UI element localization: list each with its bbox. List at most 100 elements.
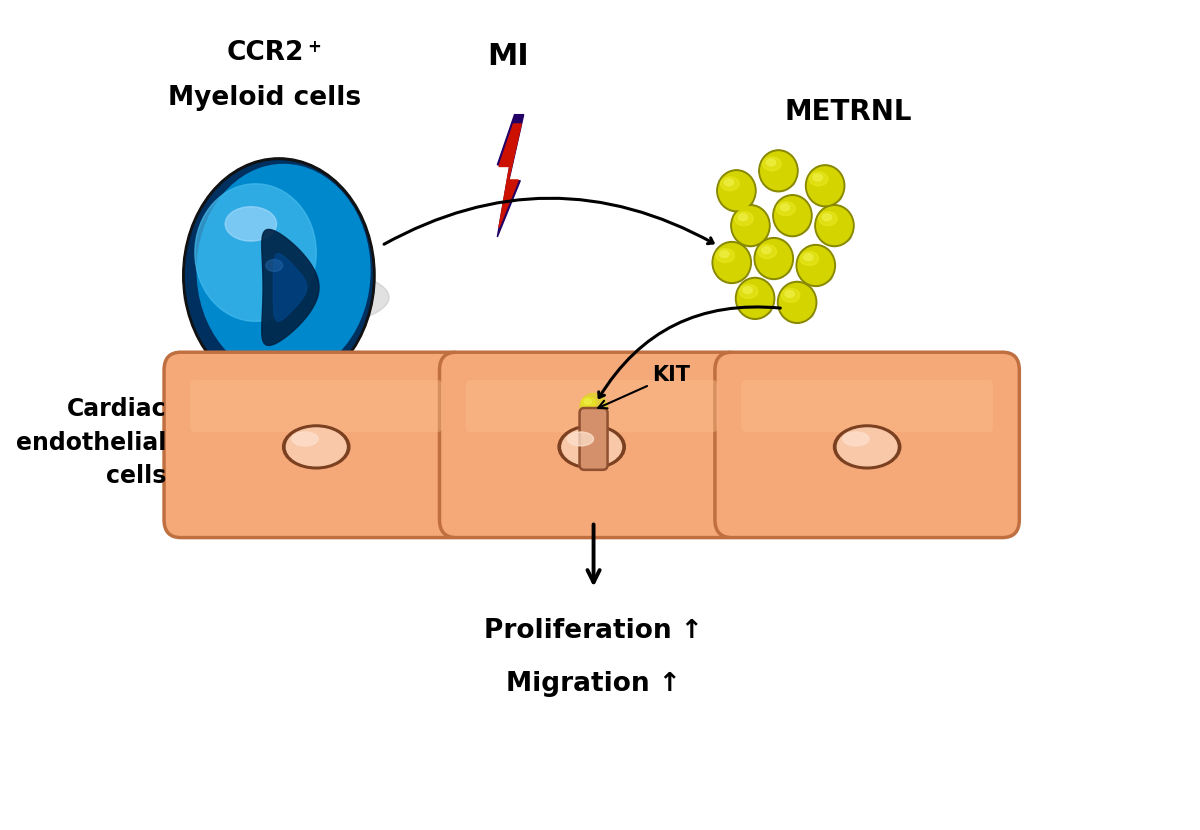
Ellipse shape (712, 242, 751, 283)
Ellipse shape (558, 425, 625, 469)
Ellipse shape (716, 248, 734, 262)
FancyArrowPatch shape (599, 307, 780, 398)
Polygon shape (262, 229, 319, 345)
Ellipse shape (767, 159, 775, 166)
FancyBboxPatch shape (715, 352, 1019, 538)
FancyBboxPatch shape (730, 498, 1008, 531)
Text: Cardiac
endothelial
cells: Cardiac endothelial cells (17, 398, 167, 488)
Ellipse shape (838, 428, 898, 466)
Ellipse shape (287, 428, 346, 466)
Ellipse shape (773, 195, 812, 237)
Text: Migration ↑: Migration ↑ (506, 671, 680, 697)
Ellipse shape (781, 289, 800, 302)
Ellipse shape (725, 179, 733, 186)
FancyBboxPatch shape (455, 498, 733, 531)
Ellipse shape (758, 245, 776, 258)
Text: CCR2: CCR2 (226, 40, 304, 66)
Ellipse shape (800, 251, 818, 266)
FancyBboxPatch shape (179, 498, 457, 531)
Text: +: + (307, 38, 320, 56)
Text: Myeloid cells: Myeloid cells (168, 85, 361, 111)
Ellipse shape (766, 175, 796, 188)
Polygon shape (274, 254, 307, 321)
Ellipse shape (812, 174, 822, 181)
Ellipse shape (580, 393, 607, 422)
Ellipse shape (737, 230, 767, 243)
Ellipse shape (778, 281, 817, 324)
Text: Proliferation ↑: Proliferation ↑ (484, 618, 703, 644)
Ellipse shape (724, 195, 754, 208)
FancyArrowPatch shape (384, 198, 713, 244)
Ellipse shape (758, 150, 798, 192)
Ellipse shape (742, 302, 772, 316)
Ellipse shape (182, 158, 376, 393)
FancyBboxPatch shape (466, 380, 718, 432)
Ellipse shape (812, 190, 842, 203)
FancyBboxPatch shape (439, 352, 744, 538)
Ellipse shape (805, 165, 845, 207)
Ellipse shape (736, 277, 775, 320)
Ellipse shape (184, 266, 389, 329)
Ellipse shape (762, 157, 781, 171)
Ellipse shape (762, 247, 770, 254)
Ellipse shape (754, 237, 793, 280)
Text: MI: MI (487, 42, 528, 71)
Ellipse shape (578, 392, 608, 424)
Ellipse shape (815, 205, 854, 247)
Ellipse shape (734, 212, 754, 226)
Ellipse shape (808, 167, 842, 205)
Ellipse shape (733, 207, 768, 245)
FancyBboxPatch shape (742, 380, 994, 432)
Ellipse shape (779, 220, 809, 233)
Ellipse shape (737, 280, 773, 317)
Ellipse shape (776, 202, 796, 216)
Text: KIT: KIT (599, 365, 690, 408)
Ellipse shape (720, 251, 728, 257)
Ellipse shape (731, 205, 770, 247)
Text: METRNL: METRNL (785, 98, 912, 126)
Ellipse shape (266, 260, 283, 271)
Ellipse shape (197, 164, 370, 377)
Ellipse shape (562, 428, 622, 466)
Ellipse shape (739, 285, 758, 299)
Ellipse shape (809, 172, 828, 186)
FancyBboxPatch shape (580, 408, 607, 470)
Ellipse shape (283, 425, 350, 469)
Ellipse shape (779, 283, 815, 321)
Ellipse shape (798, 247, 834, 285)
Ellipse shape (719, 266, 749, 281)
Ellipse shape (719, 172, 754, 210)
Ellipse shape (761, 152, 796, 190)
Ellipse shape (785, 290, 794, 297)
Ellipse shape (292, 432, 318, 446)
Ellipse shape (756, 240, 792, 277)
Ellipse shape (194, 183, 317, 321)
Ellipse shape (804, 254, 812, 261)
Polygon shape (497, 115, 523, 237)
Ellipse shape (738, 214, 748, 221)
Ellipse shape (714, 243, 750, 281)
FancyBboxPatch shape (190, 380, 443, 432)
Ellipse shape (817, 207, 852, 245)
Ellipse shape (584, 411, 607, 422)
Ellipse shape (780, 204, 790, 211)
Ellipse shape (186, 161, 372, 390)
Ellipse shape (796, 245, 835, 286)
Ellipse shape (743, 286, 752, 294)
Ellipse shape (821, 230, 851, 243)
FancyBboxPatch shape (164, 352, 468, 538)
Ellipse shape (834, 425, 901, 469)
Ellipse shape (581, 398, 595, 408)
Ellipse shape (761, 262, 791, 276)
Ellipse shape (818, 212, 838, 226)
Ellipse shape (822, 214, 832, 221)
Ellipse shape (584, 399, 592, 404)
Polygon shape (499, 124, 521, 227)
Ellipse shape (716, 170, 756, 212)
Ellipse shape (784, 306, 814, 320)
Ellipse shape (568, 432, 594, 446)
Ellipse shape (803, 270, 833, 283)
Ellipse shape (775, 197, 810, 235)
Ellipse shape (226, 207, 276, 241)
Ellipse shape (720, 177, 739, 191)
